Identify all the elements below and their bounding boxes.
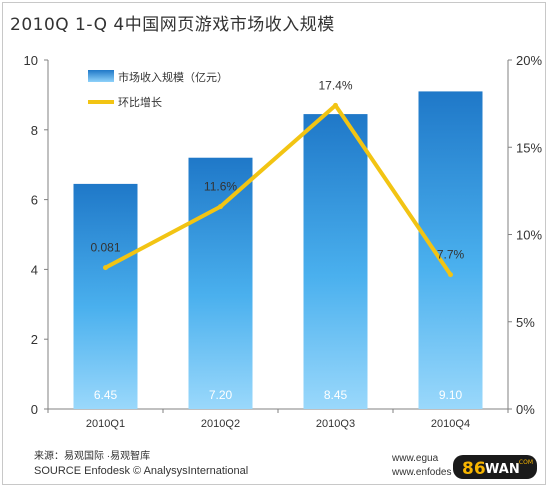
legend-label-line: 环比增长 (118, 95, 162, 109)
line-value-label: 7.7% (437, 248, 465, 262)
y-right-tick-label: 15% (516, 140, 542, 155)
source-note: 来源：易观国际 ·易观智库 SOURCE Enfodesk © Analysys… (34, 450, 248, 478)
svg-text:86: 86 (462, 459, 486, 479)
labels-layer: 6.45 7.20 8.45 9.10 0.081 11.6% 17.4% 7.7% (90, 78, 464, 402)
line-point (333, 102, 338, 108)
bar-value-label: 8.45 (324, 388, 348, 402)
bar-value-label: 9.10 (439, 388, 463, 402)
website-text: www.egua www.enfodes (392, 452, 451, 480)
legend: 市场收入规模（亿元） 环比增长 (88, 70, 228, 109)
bar-value-label: 6.45 (94, 388, 118, 402)
growth-line (104, 103, 453, 276)
bar (188, 157, 253, 409)
y-left-tick-label: 10 (24, 53, 38, 68)
line-value-label: 11.6% (204, 180, 237, 194)
bar (73, 183, 138, 409)
x-tick-label: 2010Q4 (431, 418, 470, 430)
bar-value-label: 7.20 (209, 388, 233, 402)
y-right-tick-label: 5% (516, 315, 535, 330)
website-line-1: www.egua (392, 453, 439, 464)
x-tick-label: 2010Q3 (316, 418, 355, 430)
y-left-tick-label: 2 (31, 332, 38, 347)
line-value-label: 17.4% (318, 78, 352, 92)
x-tick-label: 2010Q1 (86, 418, 125, 430)
y-left-tick-label: 6 (31, 193, 38, 208)
86wan-logo: 86 WAN .COM (453, 455, 537, 479)
source-line-en: SOURCE Enfodesk © AnalysysInternational (34, 465, 249, 477)
line-point (103, 265, 108, 271)
y-left-tick-label: 8 (31, 123, 38, 138)
line-value-label: 0.081 (90, 241, 120, 255)
line-point (448, 272, 453, 278)
axes-layer: 0 2 4 6 8 10 0% 5% 10% 15% 20% 2010Q1 2010Q2 2010Q3 20… (24, 53, 543, 430)
chart-title: 2010Q 1-Q 4中国网页游戏市场收入规模 (10, 15, 335, 35)
bar (418, 91, 483, 409)
y-right-tick-label: 0% (516, 402, 535, 417)
legend-swatch-bar (88, 70, 114, 82)
y-left-tick-label: 4 (31, 262, 38, 277)
line-layer (103, 102, 453, 278)
website-line-2: www.enfodes (392, 467, 452, 478)
y-left-tick-label: 0 (31, 402, 38, 417)
logo-text: WAN (485, 462, 520, 477)
y-right-tick-label: 20% (516, 53, 542, 68)
x-tick-label: 2010Q2 (201, 418, 240, 430)
bar (303, 114, 368, 409)
source-line-cn: 来源：易观国际 ·易观智库 (34, 451, 151, 462)
y-right-tick-label: 10% (516, 228, 542, 243)
bars-layer (73, 91, 483, 409)
legend-label-bar: 市场收入规模（亿元） (118, 70, 228, 84)
svg-text:.COM: .COM (517, 459, 533, 466)
line-point (218, 204, 223, 210)
